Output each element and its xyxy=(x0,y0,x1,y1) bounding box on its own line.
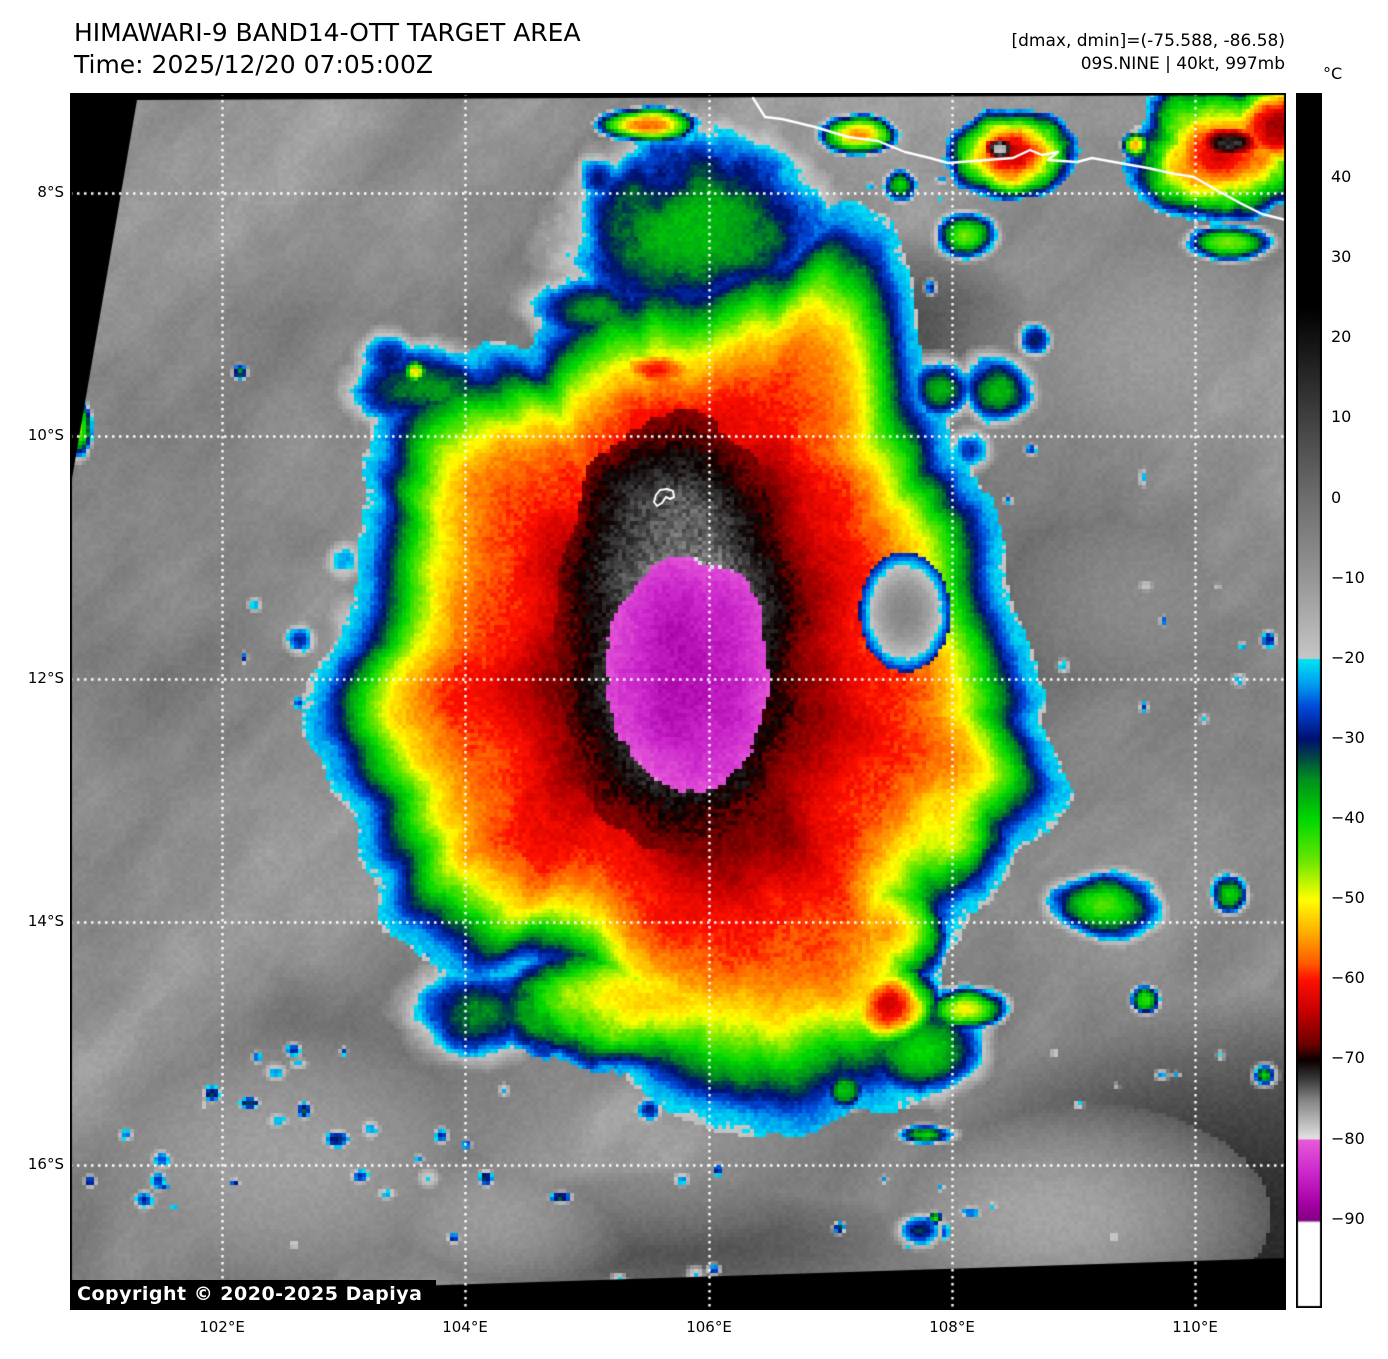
colorbar-tick-label: −90 xyxy=(1331,1208,1365,1228)
colorbar-canvas xyxy=(1296,93,1322,1308)
lat-tick-label: 8°S xyxy=(37,183,64,201)
colorbar-tick-label: −60 xyxy=(1331,968,1365,988)
colorbar-tick-label: −50 xyxy=(1331,888,1365,908)
lat-tick-label: 16°S xyxy=(27,1155,64,1173)
lat-tick-label: 14°S xyxy=(27,912,64,930)
lon-tick-label: 108°E xyxy=(929,1318,975,1336)
colorbar-tick-label: −80 xyxy=(1331,1128,1365,1148)
colorbar-unit-label: °C xyxy=(1323,64,1343,83)
lon-tick-label: 110°E xyxy=(1172,1318,1218,1336)
colorbar-tick-label: 20 xyxy=(1331,327,1352,347)
colorbar-tick-label: 10 xyxy=(1331,407,1352,427)
colorbar-tick-label: −20 xyxy=(1331,647,1365,667)
lon-tick-label: 106°E xyxy=(686,1318,732,1336)
copyright-badge: Copyright © 2020-2025 Dapiya xyxy=(70,1280,437,1308)
storm-info-annotation: 09S.NINE | 40kt, 997mb xyxy=(1080,54,1285,74)
time-label: Time: 2025/12/20 07:05:00Z xyxy=(74,50,433,79)
lon-tick-label: 104°E xyxy=(442,1318,488,1336)
lat-tick-label: 12°S xyxy=(27,669,64,687)
colorbar-tick-label: 30 xyxy=(1331,247,1352,267)
satellite-image-canvas xyxy=(70,93,1286,1310)
colorbar-tick-label: −70 xyxy=(1331,1048,1365,1068)
dmax-dmin-annotation: [dmax, dmin]=(-75.588, -86.58) xyxy=(1011,31,1286,51)
annotation-block: [dmax, dmin]=(-75.588, -86.58) 09S.NINE … xyxy=(1012,30,1286,76)
page-title: HIMAWARI-9 BAND14-OTT TARGET AREA xyxy=(74,18,581,47)
colorbar-tick-label: −10 xyxy=(1331,567,1365,587)
colorbar-tick-label: 40 xyxy=(1331,167,1352,186)
lon-tick-label: 102°E xyxy=(199,1318,245,1336)
colorbar-tick-label: 0 xyxy=(1331,487,1342,507)
lat-tick-label: 10°S xyxy=(27,426,64,444)
colorbar-tick-label: −40 xyxy=(1331,808,1365,828)
colorbar-tick-label: −30 xyxy=(1331,727,1365,747)
